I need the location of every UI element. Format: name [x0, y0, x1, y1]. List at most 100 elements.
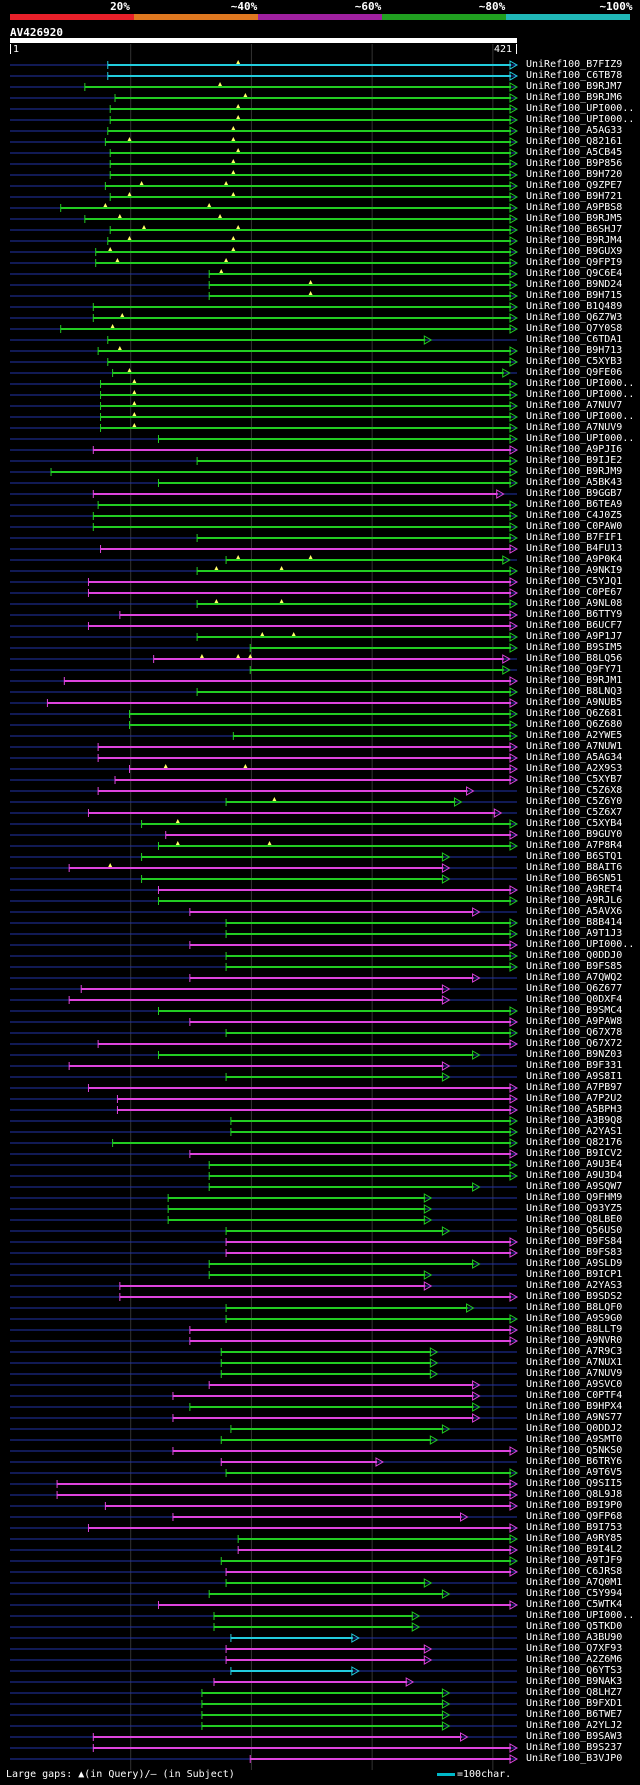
hit-label[interactable]: UniRef100_A9U3D4	[526, 1170, 623, 1181]
hit-label[interactable]: UniRef100_A5AG33	[526, 125, 623, 136]
hit-label[interactable]: UniRef100_UPI000..	[526, 1610, 635, 1621]
hit-label[interactable]: UniRef100_A9RET4	[526, 884, 623, 895]
hit-label[interactable]: UniRef100_B8AIT6	[526, 862, 623, 873]
hit-label[interactable]: UniRef100_B9I9P0	[526, 1500, 623, 1511]
hit-label[interactable]: UniRef100_B3VJP0	[526, 1753, 623, 1764]
hit-label[interactable]: UniRef100_C5XYB7	[526, 774, 623, 785]
hit-label[interactable]: UniRef100_A7NUV9	[526, 422, 623, 433]
hit-label[interactable]: UniRef100_C5YJQ1	[526, 576, 623, 587]
hit-label[interactable]: UniRef100_UPI000..	[526, 114, 635, 125]
hit-label[interactable]: UniRef100_A5AVX6	[526, 906, 623, 917]
hit-label[interactable]: UniRef100_Q67X72	[526, 1038, 623, 1049]
hit-label[interactable]: UniRef100_A2X9S3	[526, 763, 623, 774]
hit-label[interactable]: UniRef100_B6TWE7	[526, 1709, 623, 1720]
hit-label[interactable]: UniRef100_C0PE67	[526, 587, 623, 598]
hit-label[interactable]: UniRef100_UPI000..	[526, 378, 635, 389]
hit-label[interactable]: UniRef100_UPI000..	[526, 389, 635, 400]
hit-label[interactable]: UniRef100_B9FS85	[526, 961, 623, 972]
hit-label[interactable]: UniRef100_B9I4L2	[526, 1544, 623, 1555]
hit-label[interactable]: UniRef100_Q6YTS3	[526, 1665, 623, 1676]
hit-label[interactable]: UniRef100_A9NL08	[526, 598, 623, 609]
hit-label[interactable]: UniRef100_B8LQF0	[526, 1302, 623, 1313]
hit-label[interactable]: UniRef100_B9ND24	[526, 279, 623, 290]
hit-label[interactable]: UniRef100_Q6Z677	[526, 983, 623, 994]
hit-label[interactable]: UniRef100_A9RY85	[526, 1533, 623, 1544]
hit-label[interactable]: UniRef100_C6TB78	[526, 70, 623, 81]
hit-label[interactable]: UniRef100_C6JRS8	[526, 1566, 623, 1577]
hit-label[interactable]: UniRef100_Q5TKD0	[526, 1621, 623, 1632]
hit-label[interactable]: UniRef100_B9RJM7	[526, 81, 623, 92]
hit-label[interactable]: UniRef100_Q8LHZ7	[526, 1687, 623, 1698]
hit-label[interactable]: UniRef100_B6TTY9	[526, 609, 623, 620]
hit-label[interactable]: UniRef100_A9T1J3	[526, 928, 623, 939]
hit-label[interactable]: UniRef100_A9NS77	[526, 1412, 623, 1423]
hit-label[interactable]: UniRef100_B9ICV2	[526, 1148, 623, 1159]
hit-label[interactable]: UniRef100_A9T6V5	[526, 1467, 623, 1478]
hit-label[interactable]: UniRef100_A9S9G0	[526, 1313, 623, 1324]
hit-label[interactable]: UniRef100_A7NUW1	[526, 741, 623, 752]
hit-label[interactable]: UniRef100_B8LQ56	[526, 653, 623, 664]
hit-label[interactable]: UniRef100_Q6Z680	[526, 719, 623, 730]
hit-label[interactable]: UniRef100_B9SDS2	[526, 1291, 623, 1302]
hit-label[interactable]: UniRef100_A2YAS1	[526, 1126, 623, 1137]
hit-label[interactable]: UniRef100_B9H720	[526, 169, 623, 180]
hit-label[interactable]: UniRef100_Q7XF93	[526, 1643, 623, 1654]
hit-label[interactable]: UniRef100_A7PB97	[526, 1082, 623, 1093]
hit-label[interactable]: UniRef100_Q0DXF4	[526, 994, 623, 1005]
hit-label[interactable]: UniRef100_Q6Z7W3	[526, 312, 623, 323]
hit-label[interactable]: UniRef100_C5WTK4	[526, 1599, 623, 1610]
hit-label[interactable]: UniRef100_C0PAW0	[526, 521, 623, 532]
hit-label[interactable]: UniRef100_B6STQ1	[526, 851, 623, 862]
hit-label[interactable]: UniRef100_Q8L9J8	[526, 1489, 623, 1500]
hit-label[interactable]: UniRef100_A9NKI9	[526, 565, 623, 576]
hit-label[interactable]: UniRef100_A9RJL6	[526, 895, 623, 906]
hit-label[interactable]: UniRef100_A5CB45	[526, 147, 623, 158]
hit-label[interactable]: UniRef100_A2YAS3	[526, 1280, 623, 1291]
hit-label[interactable]: UniRef100_Q0DDJ2	[526, 1423, 623, 1434]
hit-label[interactable]: UniRef100_B9S237	[526, 1742, 623, 1753]
hit-label[interactable]: UniRef100_C5Z6X7	[526, 807, 623, 818]
hit-label[interactable]: UniRef100_UPI000..	[526, 411, 635, 422]
hit-label[interactable]: UniRef100_UPI000..	[526, 103, 635, 114]
hit-label[interactable]: UniRef100_B9HPX4	[526, 1401, 623, 1412]
hit-label[interactable]: UniRef100_B9F331	[526, 1060, 623, 1071]
hit-label[interactable]: UniRef100_B9RJM9	[526, 466, 623, 477]
hit-label[interactable]: UniRef100_A9NVR0	[526, 1335, 623, 1346]
hit-label[interactable]: UniRef100_B6UCF7	[526, 620, 623, 631]
hit-label[interactable]: UniRef100_Q5NKS0	[526, 1445, 623, 1456]
hit-label[interactable]: UniRef100_B9RJM4	[526, 235, 623, 246]
hit-label[interactable]: UniRef100_B6SN51	[526, 873, 623, 884]
hit-label[interactable]: UniRef100_C5Y994	[526, 1588, 623, 1599]
hit-label[interactable]: UniRef100_A5BPH3	[526, 1104, 623, 1115]
hit-label[interactable]: UniRef100_B6TRY6	[526, 1456, 623, 1467]
hit-label[interactable]: UniRef100_Q6Z681	[526, 708, 623, 719]
hit-label[interactable]: UniRef100_B7FIZ9	[526, 59, 623, 70]
hit-label[interactable]: UniRef100_B9RJM5	[526, 213, 623, 224]
hit-label[interactable]: UniRef100_A2YWE5	[526, 730, 623, 741]
hit-label[interactable]: UniRef100_C5XYB4	[526, 818, 623, 829]
hit-label[interactable]: UniRef100_A3BU90	[526, 1632, 623, 1643]
hit-label[interactable]: UniRef100_B8B414	[526, 917, 623, 928]
hit-label[interactable]: UniRef100_C0PTF4	[526, 1390, 623, 1401]
hit-label[interactable]: UniRef100_A9NUB5	[526, 697, 623, 708]
hit-label[interactable]: UniRef100_C6TDA1	[526, 334, 623, 345]
hit-label[interactable]: UniRef100_A7Q0M1	[526, 1577, 623, 1588]
hit-label[interactable]: UniRef100_A7P8R4	[526, 840, 623, 851]
hit-label[interactable]: UniRef100_UPI000..	[526, 939, 635, 950]
hit-label[interactable]: UniRef100_B9GUX9	[526, 246, 623, 257]
hit-label[interactable]: UniRef100_A7R9C3	[526, 1346, 623, 1357]
hit-label[interactable]: UniRef100_A9S8I1	[526, 1071, 623, 1082]
hit-label[interactable]: UniRef100_B4FU13	[526, 543, 623, 554]
hit-label[interactable]: UniRef100_A9PBS8	[526, 202, 623, 213]
hit-label[interactable]: UniRef100_Q67X78	[526, 1027, 623, 1038]
hit-label[interactable]: UniRef100_Q9FPI9	[526, 257, 623, 268]
hit-label[interactable]: UniRef100_A9SMT0	[526, 1434, 623, 1445]
hit-label[interactable]: UniRef100_C4J0Z5	[526, 510, 623, 521]
hit-label[interactable]: UniRef100_B9GUY0	[526, 829, 623, 840]
hit-label[interactable]: UniRef100_A2YLJ2	[526, 1720, 623, 1731]
hit-label[interactable]: UniRef100_A5AG34	[526, 752, 623, 763]
hit-label[interactable]: UniRef100_B9SAW3	[526, 1731, 623, 1742]
hit-label[interactable]: UniRef100_A9SVC0	[526, 1379, 623, 1390]
hit-label[interactable]: UniRef100_A5BK43	[526, 477, 623, 488]
hit-label[interactable]: UniRef100_B6TEA9	[526, 499, 623, 510]
